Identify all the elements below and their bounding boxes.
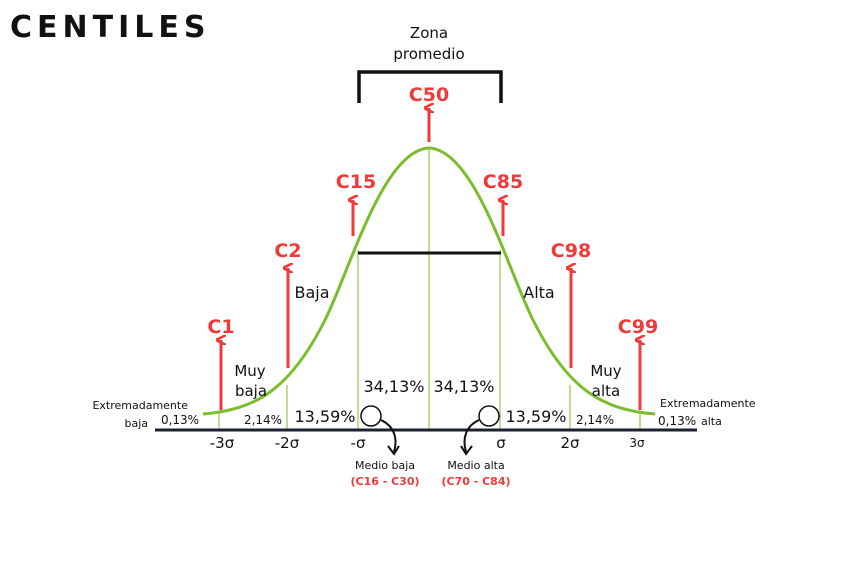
region-extrem-baja-1: Extremadamente [92, 399, 188, 412]
page-title: CENTILES [10, 10, 211, 45]
axis-p2sigma: 2σ [560, 434, 580, 452]
centile-c15: C15 [336, 171, 376, 193]
axis-p1sigma: σ [496, 434, 506, 452]
pct-3413-right: 34,13% [433, 377, 494, 396]
pct-3413-left: 34,13% [363, 377, 424, 396]
region-muy-alta-1: Muy [590, 362, 621, 380]
pct-214-right: 2,14% [576, 413, 614, 427]
pct-1359-left: 13,59% [294, 407, 355, 426]
region-extrem-alta-1: Extremadamente [660, 397, 756, 410]
medio-pointers [380, 419, 480, 456]
pct-214-left: 2,14% [244, 413, 282, 427]
axis-m2sigma: -2σ [275, 434, 300, 452]
centile-c99: C99 [618, 316, 658, 338]
medio-baja-marker [360, 405, 382, 427]
axis-p3sigma: 3σ [629, 436, 645, 450]
medio-alta-marker [478, 405, 500, 427]
medio-baja-label: Medio baja [355, 459, 415, 472]
zone-bracket [357, 70, 503, 103]
pct-013-left: 0,13% [161, 413, 199, 427]
centile-c85: C85 [483, 171, 523, 193]
medio-baja-range: (C16 - C30) [350, 475, 419, 488]
sigma-dividers [218, 148, 641, 429]
centile-c50: C50 [409, 84, 449, 106]
region-alta: Alta [523, 283, 554, 302]
centile-c98: C98 [551, 240, 591, 262]
medio-alta-label: Medio alta [447, 459, 504, 472]
centile-c1: C1 [207, 316, 234, 338]
axis-m3sigma: -3σ [210, 434, 235, 452]
region-muy-baja-1: Muy [234, 362, 265, 380]
centile-c2: C2 [274, 240, 301, 262]
medio-alta-range: (C70 - C84) [441, 475, 510, 488]
region-baja: Baja [294, 283, 329, 302]
axis-m1sigma: -σ [351, 434, 366, 452]
centile-arrows [221, 108, 640, 410]
pct-013-right: 0,13% [658, 414, 696, 428]
region-extrem-alta-2: alta [701, 415, 722, 428]
region-muy-baja-2: baja [235, 382, 267, 400]
region-muy-alta-2: alta [592, 382, 620, 400]
bell-curve [202, 146, 656, 416]
region-extrem-baja-2: baja [124, 417, 148, 430]
pct-1359-right: 13,59% [505, 407, 566, 426]
zone-label-line1: Zona [410, 24, 448, 42]
zone-label-line2: promedio [393, 45, 464, 63]
